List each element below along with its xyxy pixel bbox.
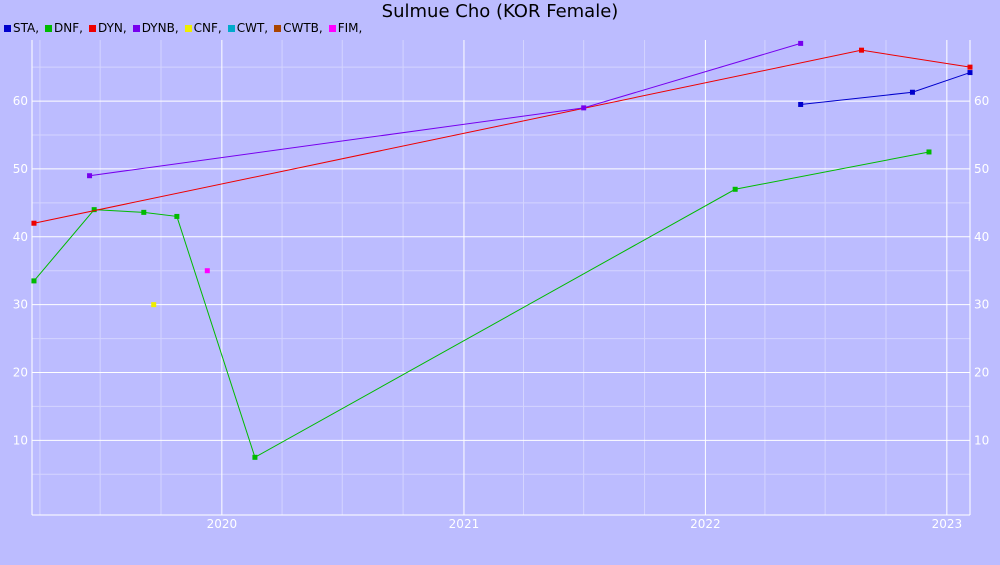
point-sta [798, 101, 804, 107]
series-layer [31, 40, 973, 460]
point-dyn [859, 47, 865, 53]
point-dnf [252, 454, 258, 460]
y-tick-label-right: 40 [974, 230, 989, 244]
series-line-dynb [89, 42, 801, 177]
series-line-dyn [33, 49, 971, 224]
legend-swatch [274, 24, 282, 32]
legend-swatch [4, 24, 11, 32]
legend-swatch [227, 24, 235, 32]
legend-item-cnf: CNF, [184, 21, 222, 35]
series-line-sta [800, 72, 971, 105]
legend-item-cwtb: CWTB, [274, 21, 323, 35]
legend-label: CWT, [236, 21, 269, 35]
point-dynb [581, 105, 587, 111]
legend-label: STA, [13, 21, 40, 35]
legend-label: CWTB, [283, 21, 323, 35]
x-tick-label: 2022 [690, 517, 721, 531]
point-cnf [151, 302, 157, 308]
y-tick-label-right: 20 [974, 366, 989, 380]
legend-item-fim: FIM, [328, 21, 363, 35]
legend-item-sta: STA, [4, 21, 39, 35]
legend-swatch [184, 24, 192, 32]
legend-label: FIM, [337, 21, 363, 35]
point-dnf [31, 278, 37, 284]
chart-title: Sulmue Cho (KOR Female) [381, 1, 619, 22]
point-fim [204, 268, 210, 274]
legend-item-dynb: DYNB, [132, 21, 179, 35]
legend-label: CNF, [193, 21, 222, 35]
point-sta [909, 89, 915, 95]
point-dnf [174, 213, 180, 219]
y-tick-label-right: 30 [974, 298, 989, 312]
legend-swatch [328, 24, 336, 32]
point-dnf [141, 209, 147, 215]
legend-item-cwt: CWT, [227, 21, 269, 35]
y-tick-label-left: 10 [13, 433, 28, 447]
y-tick-label-right: 60 [974, 94, 989, 108]
x-tick-label: 2023 [932, 517, 963, 531]
y-tick-label-left: 20 [13, 366, 28, 380]
legend-item-dnf: DNF, [45, 21, 83, 35]
point-dynb [798, 40, 804, 46]
y-tick-label-right: 50 [974, 162, 989, 176]
y-tick-label-left: 30 [13, 298, 28, 312]
legend-swatch [132, 24, 140, 32]
grid [31, 40, 971, 516]
legend-swatch [88, 24, 96, 32]
point-dnf [91, 207, 97, 213]
legend-label: DYN, [97, 21, 127, 35]
y-tick-label-left: 50 [13, 162, 28, 176]
point-dnf [926, 149, 932, 155]
point-dyn [967, 64, 973, 70]
point-sta [967, 70, 973, 76]
point-dynb [87, 173, 93, 179]
point-dnf [732, 186, 738, 192]
point-dyn [31, 220, 37, 226]
legend-item-dyn: DYN, [88, 21, 127, 35]
legend-label: DYNB, [141, 21, 179, 35]
y-tick-label-right: 10 [974, 433, 989, 447]
legend: STA, DNF, DYN, DYNB, CNF, CWT, CWTB, FIM, [4, 20, 368, 36]
legend-label: DNF, [54, 21, 83, 35]
legend-swatch [45, 24, 53, 32]
x-tick-label: 2020 [207, 517, 238, 531]
y-tick-label-left: 40 [13, 230, 28, 244]
y-tick-label-left: 60 [13, 94, 28, 108]
x-tick-label: 2021 [449, 517, 480, 531]
